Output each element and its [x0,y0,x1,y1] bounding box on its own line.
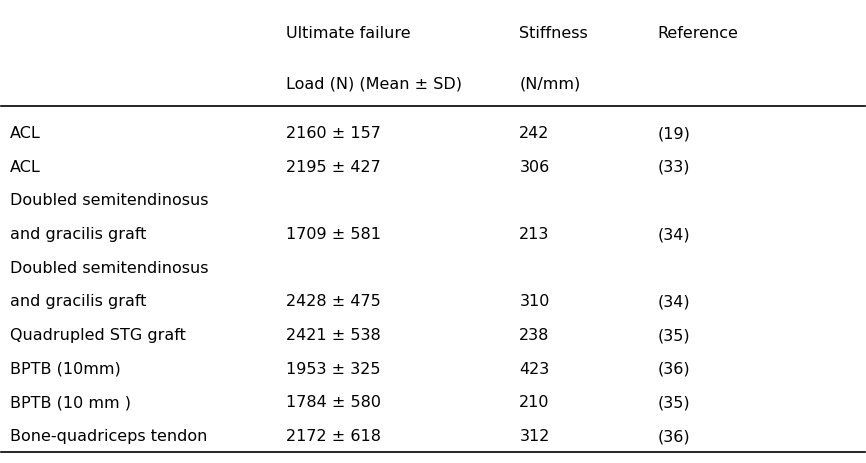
Text: 306: 306 [520,159,550,175]
Text: (34): (34) [657,226,690,242]
Text: and gracilis graft: and gracilis graft [10,226,146,242]
Text: 238: 238 [520,327,550,342]
Text: (19): (19) [657,126,690,141]
Text: BPTB (10 mm ): BPTB (10 mm ) [10,394,131,409]
Text: ACL: ACL [10,126,41,141]
Text: 1953 ± 325: 1953 ± 325 [287,361,381,376]
Text: (36): (36) [657,361,690,376]
Text: 423: 423 [520,361,550,376]
Text: (34): (34) [657,294,690,309]
Text: (N/mm): (N/mm) [520,77,580,92]
Text: (35): (35) [657,394,690,409]
Text: Load (N) (Mean ± SD): Load (N) (Mean ± SD) [287,77,462,92]
Text: 1709 ± 581: 1709 ± 581 [287,226,381,242]
Text: 242: 242 [520,126,550,141]
Text: 210: 210 [520,394,550,409]
Text: Doubled semitendinosus: Doubled semitendinosus [10,260,209,275]
Text: ACL: ACL [10,159,41,175]
Text: Bone-quadriceps tendon: Bone-quadriceps tendon [10,428,207,443]
Text: (36): (36) [657,428,690,443]
Text: (33): (33) [657,159,690,175]
Text: Doubled semitendinosus: Doubled semitendinosus [10,193,209,208]
Text: (35): (35) [657,327,690,342]
Text: Quadrupled STG graft: Quadrupled STG graft [10,327,186,342]
Text: Ultimate failure: Ultimate failure [287,26,410,41]
Text: 2172 ± 618: 2172 ± 618 [287,428,381,443]
Text: 2195 ± 427: 2195 ± 427 [287,159,381,175]
Text: 2421 ± 538: 2421 ± 538 [287,327,381,342]
Text: Stiffness: Stiffness [520,26,588,41]
Text: 310: 310 [520,294,550,309]
Text: 2428 ± 475: 2428 ± 475 [287,294,381,309]
Text: 2160 ± 157: 2160 ± 157 [287,126,381,141]
Text: and gracilis graft: and gracilis graft [10,294,146,309]
Text: 213: 213 [520,226,550,242]
Text: Reference: Reference [657,26,739,41]
Text: 1784 ± 580: 1784 ± 580 [287,394,381,409]
Text: BPTB (10mm): BPTB (10mm) [10,361,120,376]
Text: 312: 312 [520,428,550,443]
